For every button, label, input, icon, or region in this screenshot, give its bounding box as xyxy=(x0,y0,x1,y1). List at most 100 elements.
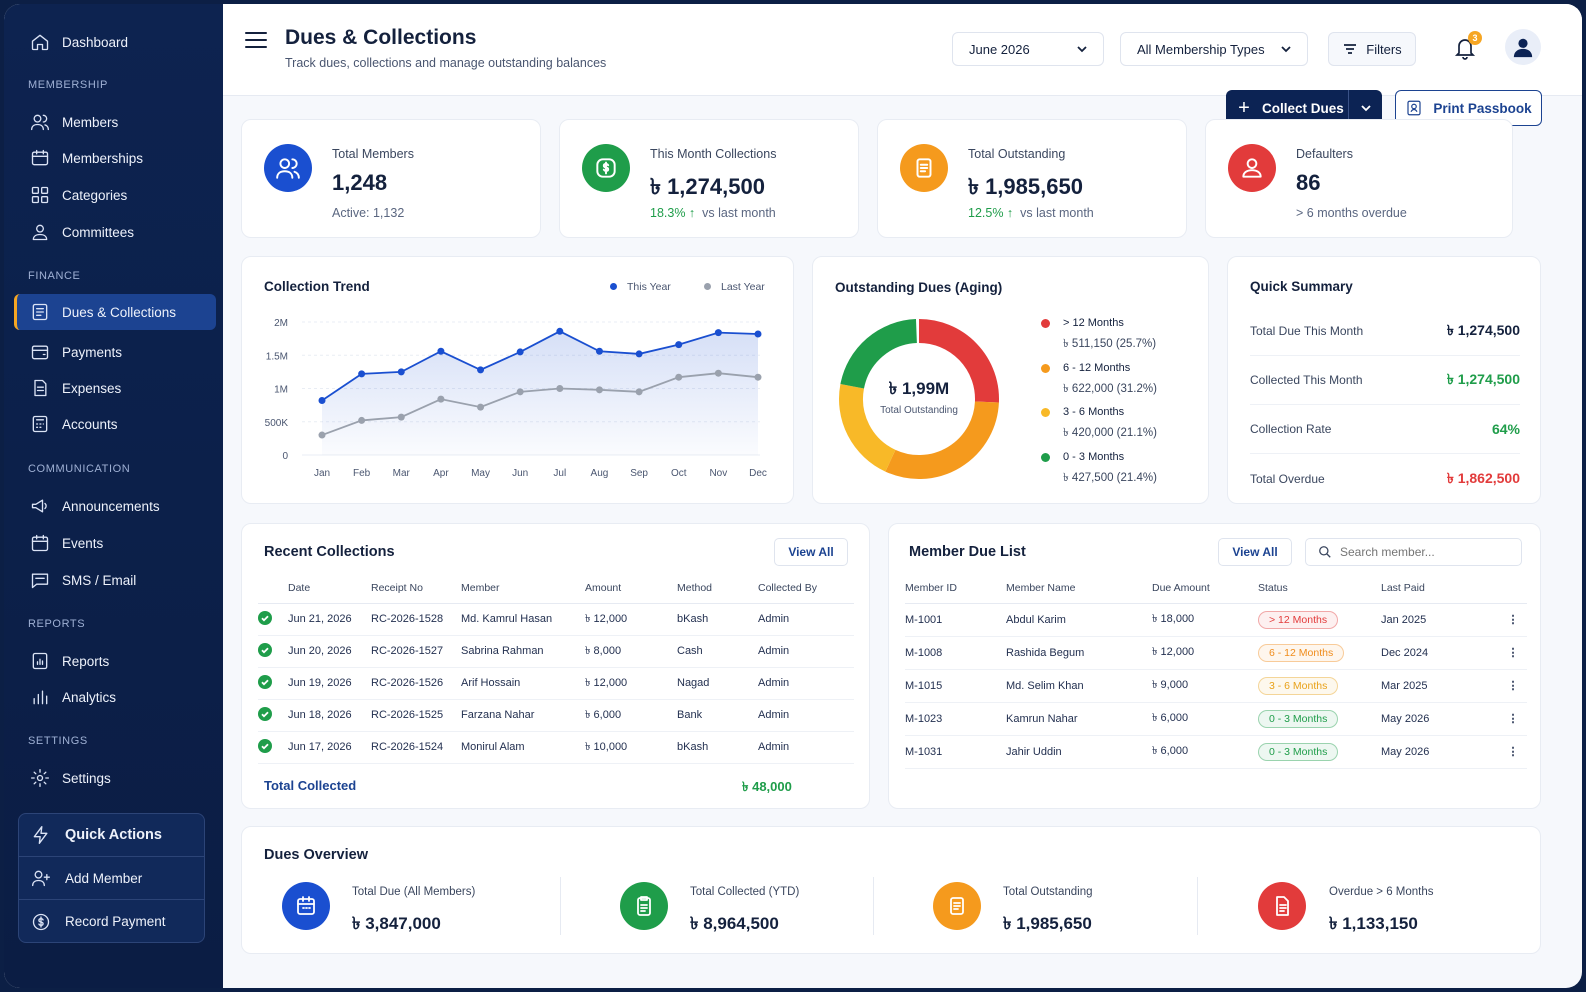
data-point-this-year[interactable] xyxy=(714,329,722,337)
table-row[interactable]: Jun 17, 2026 RC-2026-1524 Monirul Alam ৳ 10… xyxy=(258,731,854,764)
sidebar-item-dues[interactable]: Dues & Collections xyxy=(14,294,216,330)
data-point-last-year[interactable] xyxy=(516,388,524,396)
donut-slice[interactable] xyxy=(839,384,896,472)
data-point-last-year[interactable] xyxy=(556,385,564,392)
legend-amount: ৳ 427,500 (21.4%) xyxy=(1063,471,1157,484)
data-point-this-year[interactable] xyxy=(556,327,564,335)
sidebar-item-events[interactable]: Events xyxy=(14,525,216,561)
table-cell: Bank xyxy=(677,699,758,732)
sidebar-item-analytics[interactable]: Analytics xyxy=(14,679,216,715)
recent-view-all-button[interactable]: View All xyxy=(774,538,848,566)
data-point-this-year[interactable] xyxy=(675,341,683,349)
data-point-this-year[interactable] xyxy=(595,347,603,355)
invoice-icon xyxy=(1258,882,1306,930)
bell-icon[interactable] xyxy=(1453,35,1477,61)
data-point-this-year[interactable] xyxy=(516,348,524,356)
data-point-this-year[interactable] xyxy=(754,330,762,338)
filters-button[interactable]: Filters xyxy=(1328,32,1416,66)
sidebar-item-accounts[interactable]: Accounts xyxy=(14,406,216,442)
series-line-last-year xyxy=(321,372,759,436)
sidebar-item-dashboard[interactable]: Dashboard xyxy=(14,24,216,60)
more-icon[interactable]: ⋮ xyxy=(1499,735,1527,769)
sidebar-item-sms[interactable]: SMS / Email xyxy=(14,562,216,598)
search-box[interactable] xyxy=(1305,538,1522,566)
record-payment-button[interactable]: Record Payment xyxy=(19,900,204,943)
data-point-last-year[interactable] xyxy=(477,403,485,411)
data-point-last-year[interactable] xyxy=(675,373,683,381)
data-point-last-year[interactable] xyxy=(437,395,445,403)
main-content: Dues & Collections Track dues, collectio… xyxy=(223,4,1582,988)
x-tick-label: Jul xyxy=(553,468,566,479)
data-point-this-year[interactable] xyxy=(437,347,445,355)
app-window: Dashboard MEMBERSHIP Members Memberships… xyxy=(4,4,1582,988)
more-icon[interactable]: ⋮ xyxy=(1499,669,1527,703)
table-row[interactable]: Jun 20, 2026 RC-2026-1527 Sabrina Rahman ৳ … xyxy=(258,635,854,668)
overview-label: Total Due (All Members) xyxy=(352,886,476,898)
table-row[interactable]: M-1008 Rashida Begum ৳ 12,000 6 - 12 Months… xyxy=(905,636,1527,670)
sidebar-item-memberships[interactable]: Memberships xyxy=(14,140,216,176)
users-icon xyxy=(31,114,49,131)
sidebar-item-expenses[interactable]: Expenses xyxy=(14,370,216,406)
avatar[interactable] xyxy=(1505,29,1541,65)
more-icon[interactable]: ⋮ xyxy=(1499,636,1527,670)
data-point-this-year[interactable] xyxy=(477,366,485,374)
table-cell: Md. Kamrul Hasan xyxy=(461,603,585,636)
table-cell: Sabrina Rahman xyxy=(461,635,585,668)
data-point-this-year[interactable] xyxy=(318,396,326,404)
stat-value: 1,248 xyxy=(332,170,388,195)
data-point-this-year[interactable] xyxy=(358,370,366,378)
table-row[interactable]: M-1015 Md. Selim Khan ৳ 9,000 3 - 6 Months M… xyxy=(905,669,1527,703)
add-member-button[interactable]: Add Member xyxy=(19,857,204,900)
passbook-icon xyxy=(1407,100,1421,116)
table-row[interactable]: M-1001 Abdul Karim ৳ 18,000 > 12 Months Jan … xyxy=(905,603,1527,637)
sidebar-item-reports[interactable]: Reports xyxy=(14,643,216,679)
x-tick-label: Sep xyxy=(630,468,648,479)
table-cell: RC-2026-1525 xyxy=(371,699,461,732)
more-icon[interactable]: ⋮ xyxy=(1499,702,1527,736)
table-row[interactable]: Jun 19, 2026 RC-2026-1526 Arif Hossain ৳ 12… xyxy=(258,667,854,700)
data-point-last-year[interactable] xyxy=(318,431,326,439)
data-point-last-year[interactable] xyxy=(635,388,643,396)
table-cell: RC-2026-1524 xyxy=(371,731,461,764)
table-cell: Admin xyxy=(758,731,854,764)
sidebar-item-announcements[interactable]: Announcements xyxy=(14,488,216,524)
data-point-last-year[interactable] xyxy=(754,373,762,381)
data-point-last-year[interactable] xyxy=(397,413,405,421)
table-row[interactable]: Jun 21, 2026 RC-2026-1528 Md. Kamrul Hasan… xyxy=(258,603,854,636)
menu-icon[interactable] xyxy=(245,32,267,50)
data-point-this-year[interactable] xyxy=(397,368,405,376)
section-communication: COMMUNICATION xyxy=(28,463,131,475)
data-point-this-year[interactable] xyxy=(635,350,643,358)
sidebar-item-categories[interactable]: Categories xyxy=(14,177,216,213)
overview-value: ৳ 1,985,650 xyxy=(1003,914,1092,933)
legend-dot xyxy=(1041,408,1050,417)
stat-value: 86 xyxy=(1296,170,1321,195)
search-input[interactable] xyxy=(1340,545,1510,559)
data-point-last-year[interactable] xyxy=(595,386,603,394)
sidebar: Dashboard MEMBERSHIP Members Memberships… xyxy=(4,4,223,988)
recent-table: Date Receipt No Member Amount Method Collecte… xyxy=(258,573,854,764)
data-point-last-year[interactable] xyxy=(358,416,366,424)
table-row[interactable]: M-1031 Jahir Uddin ৳ 6,000 0 - 3 Months May … xyxy=(905,735,1527,769)
legend-last-year: Last Year xyxy=(704,281,765,293)
table-row[interactable]: Jun 18, 2026 RC-2026-1525 Farzana Nahar ৳ 6… xyxy=(258,699,854,732)
more-icon[interactable]: ⋮ xyxy=(1499,603,1527,637)
sidebar-item-settings[interactable]: Settings xyxy=(14,760,216,796)
sidebar-item-committees[interactable]: Committees xyxy=(14,214,216,250)
donut-slice[interactable] xyxy=(918,319,999,403)
grid-icon xyxy=(31,186,49,204)
table-cell: Nagad xyxy=(677,667,758,700)
sidebar-item-label: Expenses xyxy=(62,380,122,396)
sidebar-item-members[interactable]: Members xyxy=(14,104,216,140)
data-point-last-year[interactable] xyxy=(714,369,722,377)
collect-dues-dropdown[interactable] xyxy=(1348,90,1382,126)
sidebar-item-payments[interactable]: Payments xyxy=(14,334,216,370)
donut-slice[interactable] xyxy=(840,319,918,389)
lightning-icon xyxy=(33,826,48,844)
table-row[interactable]: M-1023 Kamrun Nahar ৳ 6,000 0 - 3 Months May… xyxy=(905,702,1527,736)
membership-type-select[interactable]: All Membership Types xyxy=(1120,32,1308,66)
month-select[interactable]: June 2026 xyxy=(952,32,1104,66)
donut-slice[interactable] xyxy=(885,400,999,479)
due-view-all-button[interactable]: View All xyxy=(1218,538,1292,566)
due-table: Member ID Member Name Due Amount Status Last… xyxy=(905,573,1527,769)
